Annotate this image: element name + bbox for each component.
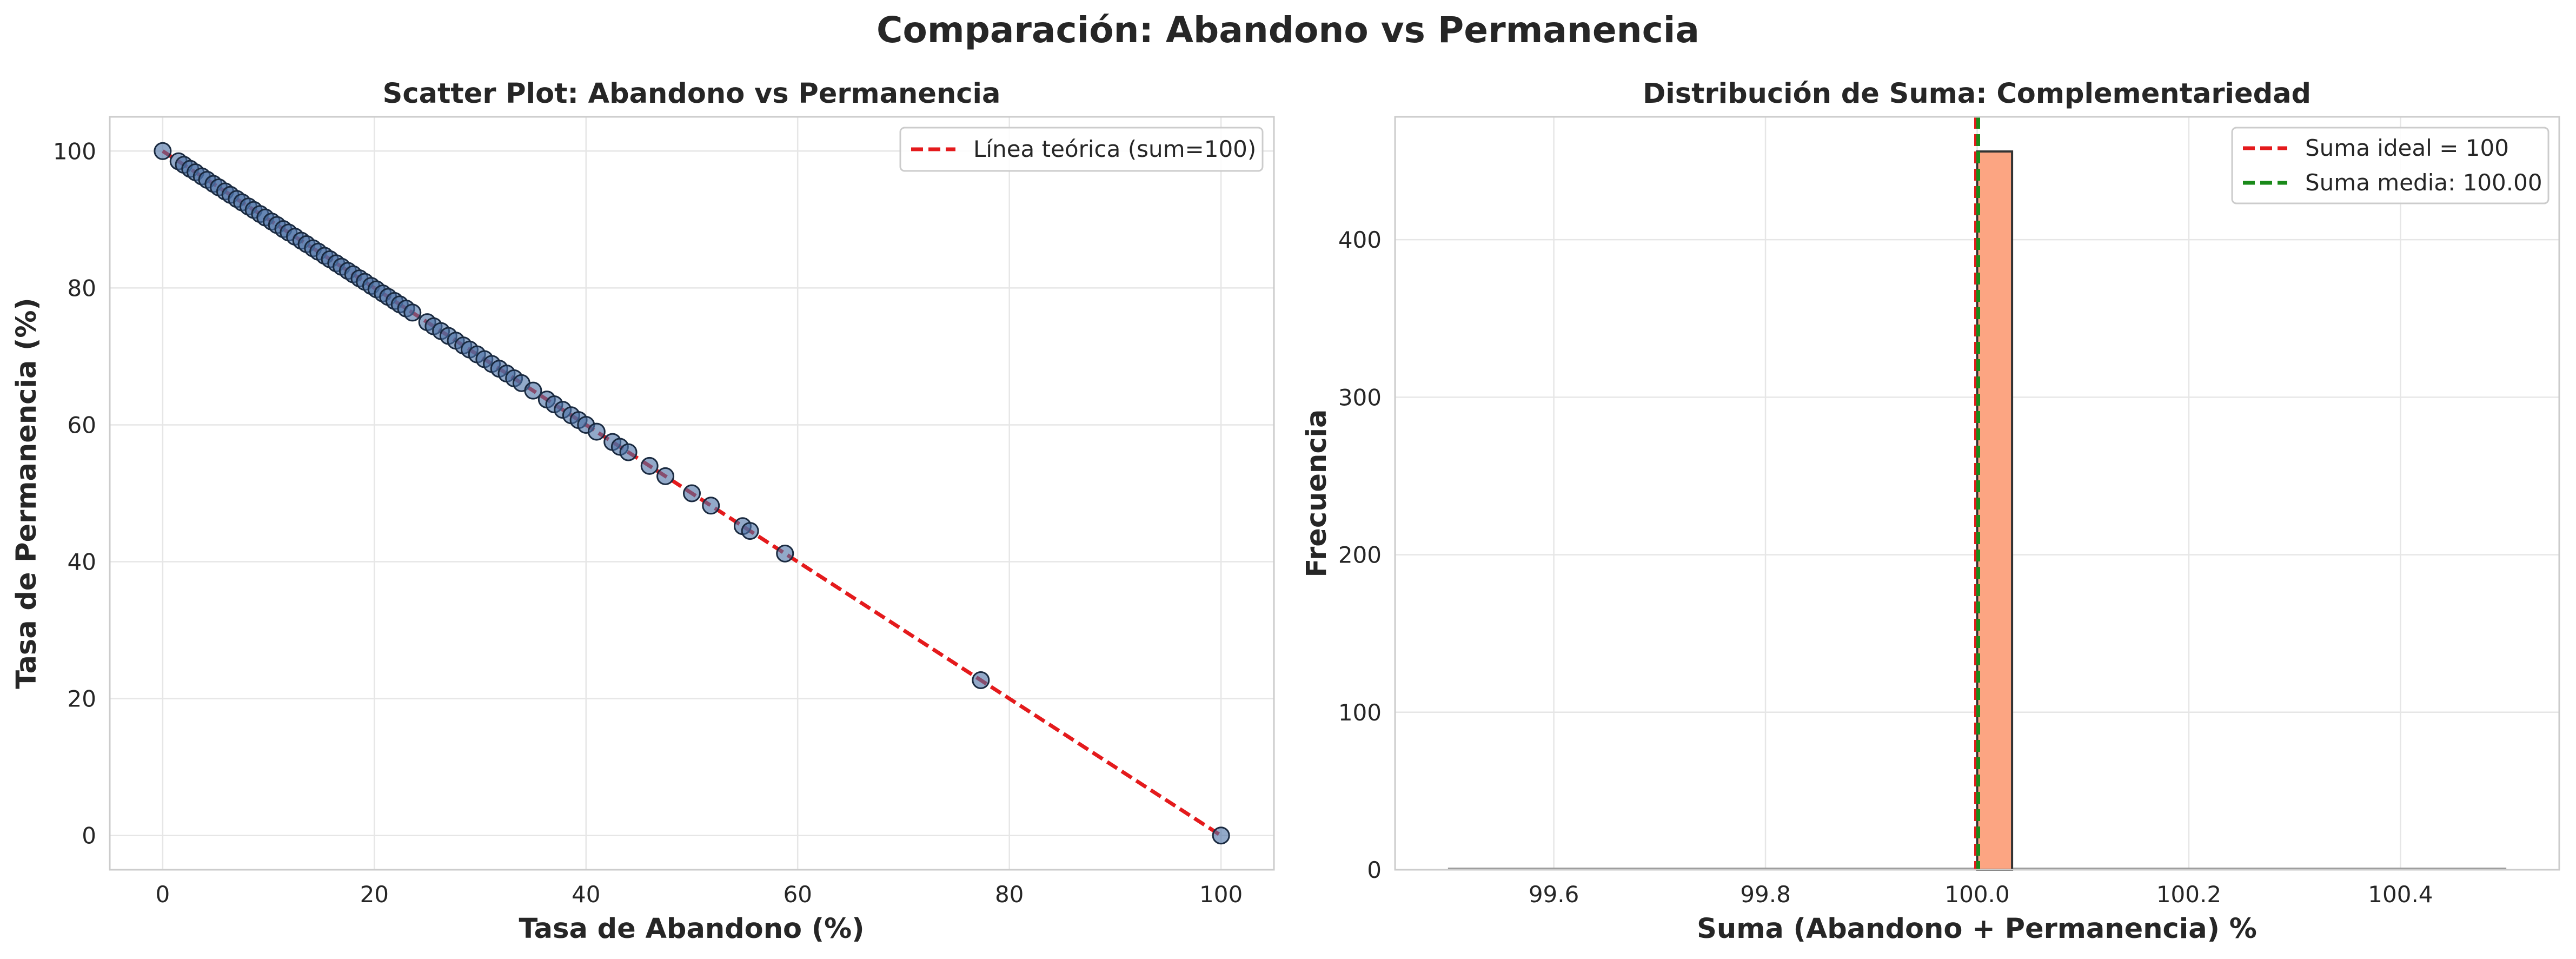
scatter-point	[524, 381, 542, 400]
scatter-point	[154, 142, 172, 160]
histogram-y-tick-label: 200	[1338, 542, 1382, 568]
histogram-x-tick-label: 99.6	[1529, 881, 1579, 908]
histogram-bar	[1976, 150, 2014, 871]
histogram-panel-title: Distribución de Suma: Complementariedad	[1643, 78, 2311, 110]
scatter-y-tick-label: 100	[53, 138, 96, 164]
scatter-panel: Scatter Plot: Abandono vs Permanencia 0 2…	[11, 78, 1275, 945]
scatter-y-tick-label: 0	[82, 823, 96, 849]
scatter-point	[619, 443, 638, 461]
histogram-reference-lines	[1974, 117, 1980, 870]
scatter-point	[972, 671, 990, 689]
histogram-panel: Distribución de Suma: Complementariedad …	[1301, 78, 2560, 945]
scatter-point	[702, 497, 720, 515]
scatter-gridlines	[110, 117, 1274, 870]
scatter-y-tick-label: 60	[68, 412, 96, 438]
scatter-x-axis-label: Tasa de Abandono (%)	[519, 913, 864, 945]
scatter-points	[154, 142, 1230, 845]
scatter-y-tick-labels: 0 20 40 60 80 100	[53, 138, 96, 849]
figure-suptitle: Comparación: Abandono vs Permanencia	[877, 9, 1699, 51]
scatter-x-tick-label: 60	[784, 881, 812, 908]
histogram-x-tick-label: 100.4	[2368, 881, 2433, 908]
scatter-legend-box	[899, 127, 1264, 172]
histogram-legend-box	[2231, 127, 2550, 204]
histogram-y-tick-label: 300	[1338, 384, 1382, 411]
histogram-legend: Suma ideal = 100 Suma media: 100.00	[2231, 127, 2550, 204]
scatter-point	[741, 522, 759, 540]
scatter-x-tick-label: 80	[995, 881, 1024, 908]
histogram-legend-mean-label: Suma media: 100.00	[2305, 169, 2542, 196]
scatter-legend: Línea teórica (sum=100)	[899, 127, 1264, 172]
scatter-point	[683, 484, 701, 502]
scatter-point	[656, 467, 675, 485]
scatter-y-tick-label: 40	[68, 549, 96, 576]
scatter-point	[640, 457, 659, 475]
scatter-plot-frame	[109, 116, 1275, 871]
histogram-x-tick-labels: 99.6 99.8 100.0 100.2 100.4	[1529, 881, 2433, 908]
scatter-x-tick-label: 100	[1199, 881, 1243, 908]
histogram-x-tick-label: 99.8	[1740, 881, 1791, 908]
histogram-x-tick-label: 100.2	[2156, 881, 2221, 908]
histogram-y-axis-label: Frecuencia	[1301, 409, 1333, 578]
histogram-y-tick-label: 0	[1367, 857, 1382, 883]
scatter-x-tick-label: 0	[155, 881, 170, 908]
scatter-point	[587, 422, 606, 441]
scatter-legend-label: Línea teórica (sum=100)	[973, 136, 1256, 162]
histogram-x-axis-label: Suma (Abandono + Permanencia) %	[1697, 913, 2257, 945]
scatter-x-tick-label: 20	[360, 881, 389, 908]
scatter-y-axis-label: Tasa de Permanencia (%)	[11, 297, 43, 689]
scatter-y-tick-label: 80	[68, 275, 96, 301]
histogram-y-tick-labels: 0 100 200 300 400	[1338, 227, 1382, 883]
scatter-y-tick-label: 20	[68, 686, 96, 712]
scatter-panel-title: Scatter Plot: Abandono vs Permanencia	[383, 78, 1001, 110]
scatter-point	[1212, 826, 1230, 845]
histogram-x-tick-label: 100.0	[1944, 881, 2009, 908]
histogram-legend-ideal-label: Suma ideal = 100	[2305, 135, 2509, 161]
scatter-x-tick-label: 40	[572, 881, 600, 908]
scatter-point	[776, 544, 794, 563]
histogram-y-tick-label: 400	[1338, 227, 1382, 253]
scatter-point	[403, 303, 422, 322]
histogram-plot-frame	[1394, 116, 2560, 871]
scatter-x-tick-labels: 0 20 40 60 80 100	[155, 881, 1243, 908]
histogram-y-tick-label: 100	[1338, 699, 1382, 726]
